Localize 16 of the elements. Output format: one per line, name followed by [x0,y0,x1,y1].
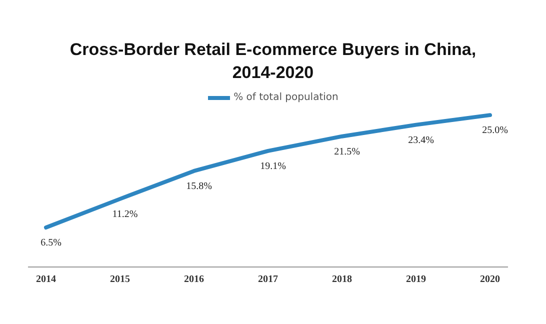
x-tick-label: 2014 [36,274,56,286]
x-tick-label: 2017 [258,274,278,286]
data-label: 21.5% [334,146,360,158]
x-tick-label: 2015 [110,274,130,286]
x-tick-label: 2020 [480,274,500,286]
data-label: 19.1% [260,160,286,172]
chart-title: Cross-Border Retail E-commerce Buyers in China, 2014-2020 [68,39,478,84]
data-label: 15.8% [186,180,212,192]
x-tick-label: 2018 [332,274,352,286]
data-label: 25.0% [482,125,508,136]
data-label: 23.4% [408,134,434,146]
legend-label: % of total population [234,92,338,103]
x-tick-label: 2016 [184,274,204,286]
data-label: 11.2% [112,208,138,220]
x-tick-label: 2019 [406,274,426,286]
data-label: 6.5% [40,238,62,248]
